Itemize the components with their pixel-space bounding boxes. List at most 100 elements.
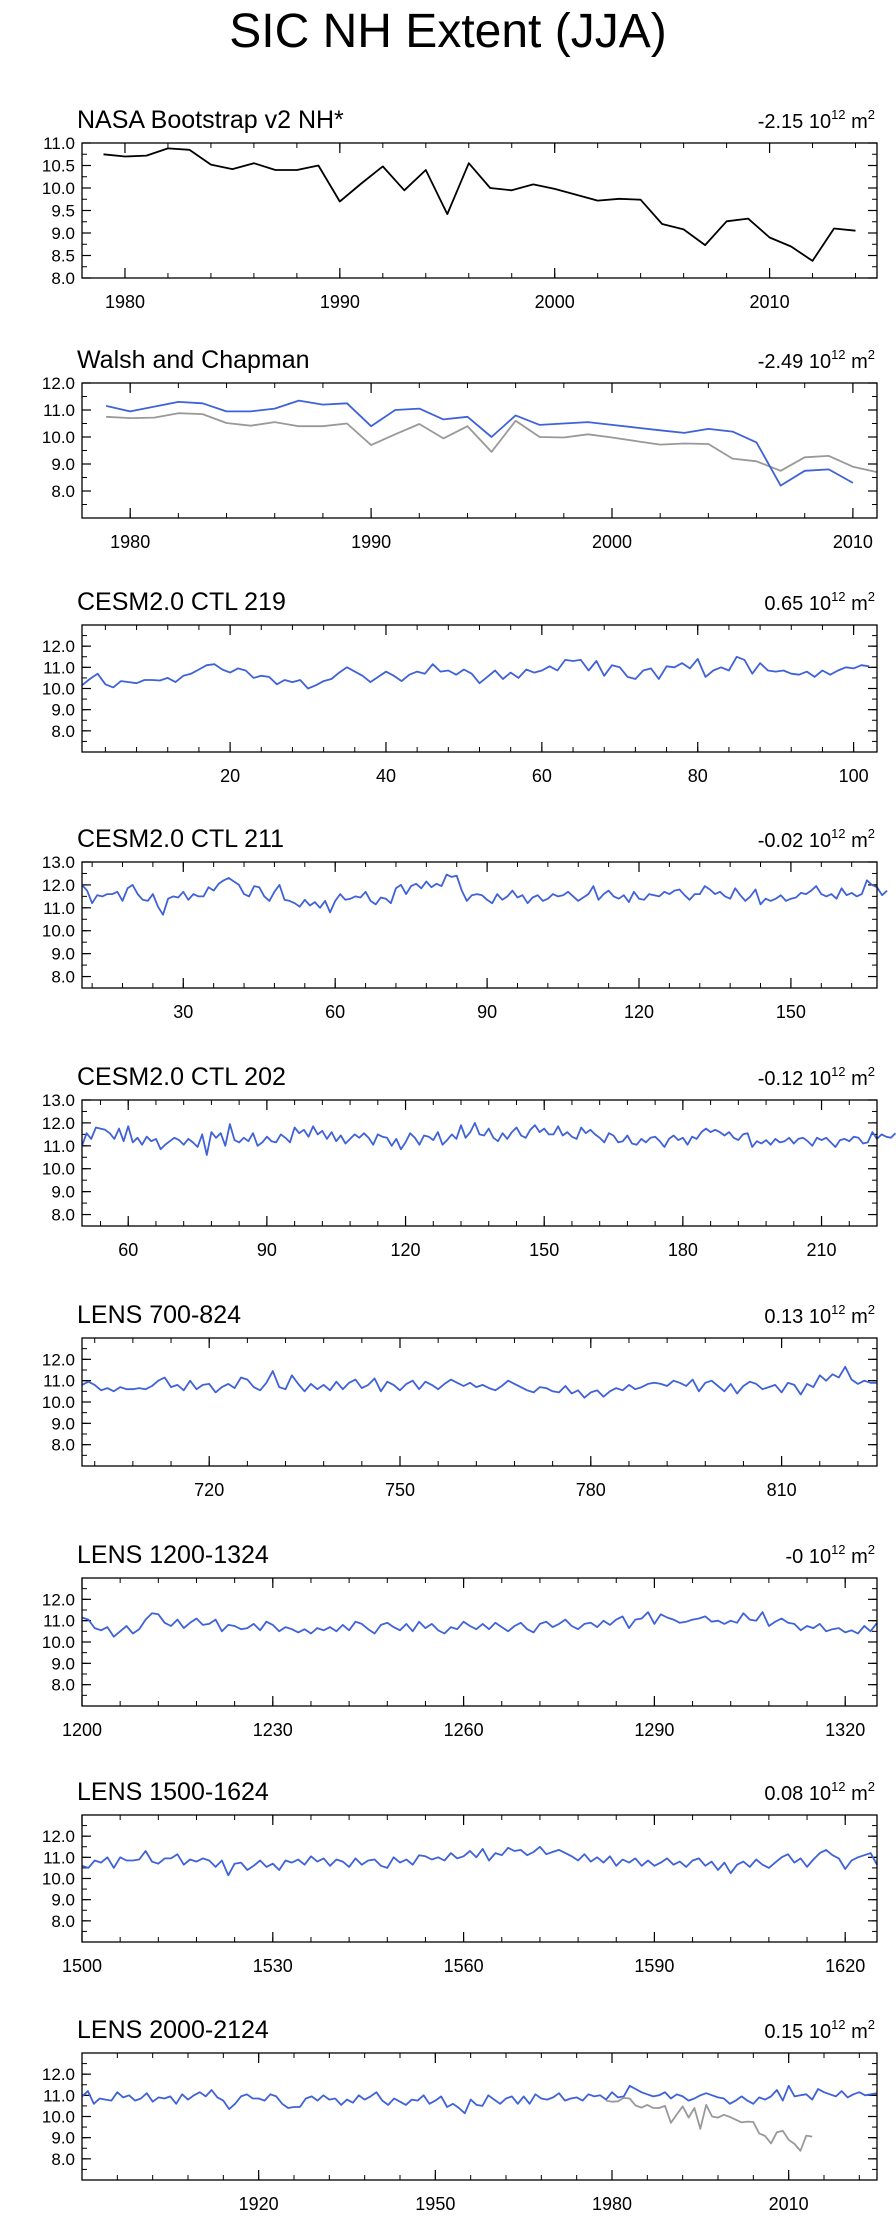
x-tick-label: 1500 bbox=[62, 1956, 102, 1976]
series-line bbox=[106, 412, 878, 473]
panel-title: LENS 700-824 bbox=[77, 1301, 241, 1329]
series-line bbox=[81, 873, 888, 916]
x-tick-label: 40 bbox=[376, 766, 396, 786]
chart-panel: LENS 700-824 0.13 1012 m2 12.0 11.0 10.0 9.0 8… bbox=[42, 1301, 878, 1500]
y-tick-label: 9.0 bbox=[51, 224, 75, 243]
y-tick-label: 8.0 bbox=[51, 1676, 75, 1695]
panel-title: NASA Bootstrap v2 NH* bbox=[77, 106, 344, 134]
x-tick-label: 60 bbox=[118, 1240, 138, 1260]
x-tick-label: 100 bbox=[839, 766, 869, 786]
x-tick-label: 1290 bbox=[634, 1720, 674, 1740]
y-tick-label: 11.0 bbox=[43, 1612, 75, 1631]
series-line bbox=[81, 1845, 878, 1877]
trend-label: -2.15 1012 m2 bbox=[758, 107, 875, 133]
x-tick-label: 80 bbox=[688, 766, 708, 786]
y-tick-label: 10.0 bbox=[42, 179, 75, 198]
x-tick-label: 2000 bbox=[535, 292, 575, 312]
trend-label: -2.49 1012 m2 bbox=[758, 347, 875, 373]
x-tick-label: 1260 bbox=[444, 1720, 484, 1740]
x-tick-label: 1980 bbox=[110, 532, 150, 552]
y-tick-label: 10.5 bbox=[42, 157, 75, 176]
x-tick-label: 60 bbox=[532, 766, 552, 786]
x-tick-label: 1980 bbox=[105, 292, 145, 312]
series-line bbox=[81, 1611, 878, 1638]
x-tick-label: 1980 bbox=[592, 2194, 632, 2214]
y-tick-label: 9.0 bbox=[51, 2129, 75, 2148]
series-line bbox=[103, 147, 856, 262]
series-line bbox=[81, 655, 870, 690]
y-tick-label: 9.0 bbox=[51, 1414, 75, 1433]
y-tick-label: 10.0 bbox=[42, 1633, 75, 1652]
y-tick-label: 8.0 bbox=[51, 968, 75, 987]
plot-frame bbox=[81, 1814, 878, 1943]
y-tick-label: 8.0 bbox=[51, 269, 75, 288]
main-title: SIC NH Extent (JJA) bbox=[229, 5, 667, 58]
y-tick-label: 8.0 bbox=[51, 482, 75, 501]
plot-frame bbox=[81, 1577, 878, 1707]
series-line bbox=[81, 1122, 896, 1156]
plot-frame bbox=[81, 1099, 878, 1227]
panel-title: LENS 2000-2124 bbox=[77, 2016, 269, 2044]
x-tick-label: 1590 bbox=[634, 1956, 674, 1976]
plot-frame bbox=[81, 382, 878, 519]
y-tick-label: 9.0 bbox=[51, 455, 75, 474]
series-line bbox=[81, 1365, 877, 1399]
series-line bbox=[105, 399, 854, 487]
y-tick-label: 9.0 bbox=[51, 945, 75, 964]
y-tick-label: 11.0 bbox=[43, 1372, 75, 1391]
y-tick-label: 11.0 bbox=[43, 658, 75, 677]
chart-panel: LENS 1500-1624 0.08 1012 m2 12.0 11.0 10.0 9.… bbox=[42, 1778, 878, 1976]
x-tick-label: 30 bbox=[173, 1002, 193, 1022]
chart-panel: LENS 1200-1324 -0 1012 m2 12.0 11.0 10.0 9.0 8… bbox=[42, 1541, 878, 1740]
y-tick-label: 10.0 bbox=[42, 1870, 75, 1889]
x-tick-label: 2000 bbox=[592, 532, 632, 552]
x-tick-label: 780 bbox=[576, 1480, 606, 1500]
x-tick-label: 1920 bbox=[239, 2194, 279, 2214]
x-tick-label: 2010 bbox=[769, 2194, 809, 2214]
chart-panel: CESM2.0 CTL 219 0.65 1012 m2 12.0 11.0 10.0 9… bbox=[42, 588, 878, 786]
x-tick-label: 1230 bbox=[253, 1720, 293, 1740]
y-tick-label: 11.0 bbox=[43, 1848, 75, 1867]
x-tick-label: 90 bbox=[257, 1240, 277, 1260]
y-tick-label: 9.0 bbox=[51, 1891, 75, 1910]
x-tick-label: 720 bbox=[194, 1480, 224, 1500]
x-tick-label: 120 bbox=[391, 1240, 421, 1260]
panel-title: CESM2.0 CTL 202 bbox=[77, 1063, 286, 1091]
x-tick-label: 1320 bbox=[825, 1720, 865, 1740]
y-tick-label: 10.0 bbox=[42, 680, 75, 699]
series-line bbox=[81, 2084, 878, 2115]
chart-panel: LENS 2000-2124 0.15 1012 m2 12.0 11.0 10.0 9.… bbox=[42, 2016, 878, 2214]
x-tick-label: 1530 bbox=[253, 1956, 293, 1976]
x-tick-label: 750 bbox=[385, 1480, 415, 1500]
y-tick-label: 10.0 bbox=[42, 922, 75, 941]
y-tick-label: 12.0 bbox=[42, 374, 75, 393]
trend-label: -0.02 1012 m2 bbox=[758, 826, 875, 852]
x-tick-label: 1990 bbox=[351, 532, 391, 552]
trend-label: 0.15 1012 m2 bbox=[764, 2017, 875, 2043]
x-tick-label: 2010 bbox=[750, 292, 790, 312]
y-tick-label: 11.0 bbox=[43, 134, 75, 153]
x-tick-label: 1560 bbox=[444, 1956, 484, 1976]
x-tick-label: 90 bbox=[477, 1002, 497, 1022]
x-tick-label: 1990 bbox=[320, 292, 360, 312]
y-tick-label: 13.0 bbox=[42, 853, 75, 872]
y-tick-label: 9.0 bbox=[51, 1183, 75, 1202]
trend-label: 0.08 1012 m2 bbox=[764, 1779, 875, 1805]
y-tick-label: 9.5 bbox=[51, 202, 75, 221]
panel-title: CESM2.0 CTL 211 bbox=[77, 825, 284, 853]
y-tick-label: 9.0 bbox=[51, 1654, 75, 1673]
x-tick-label: 20 bbox=[220, 766, 240, 786]
y-tick-label: 8.0 bbox=[51, 2150, 75, 2169]
x-tick-label: 210 bbox=[807, 1240, 837, 1260]
x-tick-label: 1620 bbox=[825, 1956, 865, 1976]
y-tick-label: 12.0 bbox=[42, 876, 75, 895]
y-tick-label: 8.0 bbox=[51, 722, 75, 741]
plot-frame bbox=[81, 2052, 878, 2181]
y-tick-label: 8.5 bbox=[51, 247, 75, 266]
y-tick-label: 11.0 bbox=[43, 2086, 75, 2105]
trend-label: 0.65 1012 m2 bbox=[764, 589, 875, 615]
trend-label: 0.13 1012 m2 bbox=[764, 1302, 875, 1328]
plot-frame bbox=[81, 861, 878, 989]
y-tick-label: 8.0 bbox=[51, 1912, 75, 1931]
x-tick-label: 1950 bbox=[415, 2194, 455, 2214]
